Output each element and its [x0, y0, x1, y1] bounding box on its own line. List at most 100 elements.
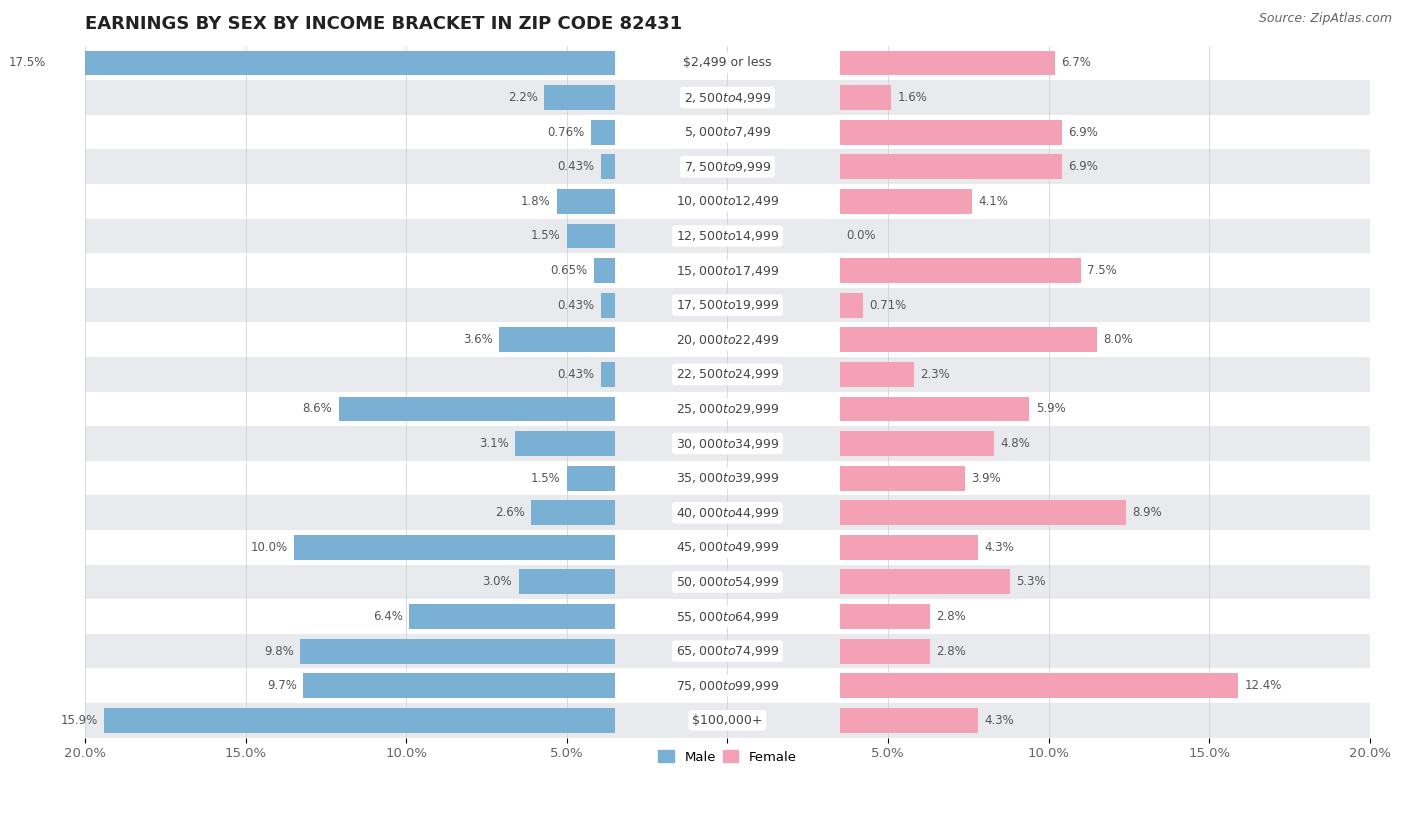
Text: 3.1%: 3.1% — [479, 437, 509, 450]
Bar — [84, 426, 1369, 461]
Text: 8.9%: 8.9% — [1132, 506, 1161, 520]
Text: 2.8%: 2.8% — [936, 645, 966, 658]
Bar — [839, 673, 1239, 698]
Bar — [84, 46, 1369, 80]
Bar — [84, 254, 1369, 288]
Text: $17,500 to $19,999: $17,500 to $19,999 — [676, 298, 779, 312]
Bar — [53, 50, 614, 76]
Text: $10,000 to $12,499: $10,000 to $12,499 — [676, 194, 779, 208]
Text: 2.8%: 2.8% — [936, 610, 966, 623]
Text: 0.71%: 0.71% — [869, 298, 907, 311]
Text: 4.3%: 4.3% — [984, 541, 1014, 554]
Text: 6.4%: 6.4% — [373, 610, 404, 623]
Text: 6.9%: 6.9% — [1069, 126, 1098, 139]
Bar — [84, 703, 1369, 737]
Text: 4.8%: 4.8% — [1001, 437, 1031, 450]
Bar — [591, 120, 614, 145]
Text: 0.43%: 0.43% — [558, 298, 595, 311]
Text: 9.8%: 9.8% — [264, 645, 294, 658]
Text: 15.9%: 15.9% — [60, 714, 98, 727]
Bar — [839, 154, 1062, 179]
Bar — [516, 431, 614, 456]
Text: $35,000 to $39,999: $35,000 to $39,999 — [676, 472, 779, 485]
Text: 0.0%: 0.0% — [846, 229, 876, 242]
Text: $45,000 to $49,999: $45,000 to $49,999 — [676, 541, 779, 554]
Bar — [84, 184, 1369, 219]
Bar — [602, 362, 614, 387]
Bar — [544, 85, 614, 110]
Bar — [339, 397, 614, 421]
Text: 6.9%: 6.9% — [1069, 160, 1098, 173]
Bar — [839, 500, 1126, 525]
Text: $25,000 to $29,999: $25,000 to $29,999 — [676, 402, 779, 416]
Bar — [839, 293, 863, 318]
Text: $20,000 to $22,499: $20,000 to $22,499 — [676, 333, 779, 347]
Bar — [839, 708, 979, 733]
Bar — [304, 673, 614, 698]
Text: 17.5%: 17.5% — [8, 56, 46, 69]
Bar — [839, 431, 994, 456]
Bar — [499, 328, 614, 352]
Bar — [531, 500, 614, 525]
Bar — [839, 535, 979, 560]
Bar — [839, 466, 965, 490]
Bar — [567, 224, 614, 249]
Bar — [84, 357, 1369, 392]
Bar — [84, 219, 1369, 254]
Bar — [294, 535, 614, 560]
Text: $30,000 to $34,999: $30,000 to $34,999 — [676, 437, 779, 450]
Bar — [839, 50, 1054, 76]
Bar — [839, 397, 1029, 421]
Text: $100,000+: $100,000+ — [692, 714, 762, 727]
Text: $2,499 or less: $2,499 or less — [683, 56, 772, 69]
Legend: Male, Female: Male, Female — [652, 746, 803, 769]
Text: 0.65%: 0.65% — [551, 264, 588, 277]
Bar — [839, 85, 891, 110]
Bar — [84, 392, 1369, 426]
Text: 8.6%: 8.6% — [302, 402, 332, 415]
Text: $12,500 to $14,999: $12,500 to $14,999 — [676, 229, 779, 243]
Text: 8.0%: 8.0% — [1104, 333, 1133, 346]
Text: EARNINGS BY SEX BY INCOME BRACKET IN ZIP CODE 82431: EARNINGS BY SEX BY INCOME BRACKET IN ZIP… — [84, 15, 682, 33]
Text: $7,500 to $9,999: $7,500 to $9,999 — [683, 160, 772, 174]
Bar — [84, 565, 1369, 599]
Bar — [84, 323, 1369, 357]
Text: 9.7%: 9.7% — [267, 679, 297, 692]
Text: $50,000 to $54,999: $50,000 to $54,999 — [676, 575, 779, 589]
Text: 1.8%: 1.8% — [522, 195, 551, 208]
Text: 4.3%: 4.3% — [984, 714, 1014, 727]
Text: 5.9%: 5.9% — [1036, 402, 1066, 415]
Bar — [839, 328, 1097, 352]
Bar — [839, 362, 914, 387]
Bar — [839, 604, 929, 629]
Text: 10.0%: 10.0% — [250, 541, 287, 554]
Text: 2.2%: 2.2% — [508, 91, 538, 104]
Text: $5,000 to $7,499: $5,000 to $7,499 — [683, 125, 772, 139]
Bar — [595, 258, 614, 283]
Text: $55,000 to $64,999: $55,000 to $64,999 — [676, 610, 779, 624]
Text: 1.5%: 1.5% — [530, 472, 561, 485]
Text: $40,000 to $44,999: $40,000 to $44,999 — [676, 506, 779, 520]
Text: 5.3%: 5.3% — [1017, 576, 1046, 589]
Bar — [839, 189, 972, 214]
Text: 1.5%: 1.5% — [530, 229, 561, 242]
Text: $65,000 to $74,999: $65,000 to $74,999 — [676, 644, 779, 659]
Bar — [84, 495, 1369, 530]
Text: 3.9%: 3.9% — [972, 472, 1001, 485]
Bar — [84, 668, 1369, 703]
Bar — [409, 604, 614, 629]
Bar — [519, 569, 614, 594]
Text: 4.1%: 4.1% — [979, 195, 1008, 208]
Bar — [567, 466, 614, 490]
Bar — [84, 80, 1369, 115]
Bar — [84, 115, 1369, 150]
Text: 12.4%: 12.4% — [1244, 679, 1282, 692]
Text: Source: ZipAtlas.com: Source: ZipAtlas.com — [1258, 12, 1392, 25]
Text: 6.7%: 6.7% — [1062, 56, 1091, 69]
Text: $75,000 to $99,999: $75,000 to $99,999 — [676, 679, 779, 693]
Text: 2.6%: 2.6% — [495, 506, 524, 520]
Bar — [557, 189, 614, 214]
Bar — [602, 154, 614, 179]
Text: $22,500 to $24,999: $22,500 to $24,999 — [676, 367, 779, 381]
Text: 7.5%: 7.5% — [1087, 264, 1116, 277]
